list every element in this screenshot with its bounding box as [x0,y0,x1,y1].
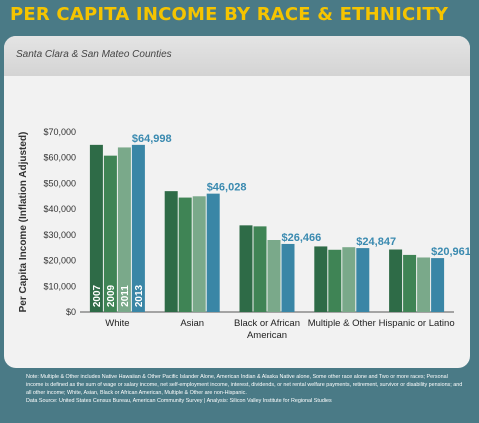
y-tick-label: $40,000 [43,204,76,214]
bar-2007 [239,225,253,312]
bar-2007 [89,144,103,312]
bar-2011 [342,247,356,312]
data-label: $20,961 [431,246,470,258]
y-tick-label: $50,000 [43,178,76,188]
bar-2009 [178,197,192,312]
x-category-label: Asian [180,318,204,329]
bar-2007 [164,191,178,312]
chart-subtitle: Santa Clara & San Mateo Counties [16,49,172,60]
bar-2013 [281,243,295,312]
card-header: Santa Clara & San Mateo Counties [4,36,470,76]
bar-2009 [403,254,417,312]
x-category-label: White [105,318,129,329]
data-label: $64,998 [132,133,172,145]
legend-year-label: 2013 [134,284,145,307]
y-axis-label: Per Capita Income (Inflation Adjusted) [18,132,29,313]
bar-2013 [431,258,445,312]
bar-2011 [192,196,206,312]
y-tick-label: $10,000 [43,281,76,291]
legend-year-label: 2011 [120,285,131,307]
bar-2009 [328,249,342,312]
y-tick-label: $60,000 [43,153,76,163]
chart-card: Santa Clara & San Mateo Counties Per Cap… [4,36,470,368]
y-tick-label: $30,000 [43,230,76,240]
bar-2013 [356,248,370,312]
bar-2011 [267,240,281,312]
bar-chart: Per Capita Income (Inflation Adjusted) $0… [18,127,470,341]
y-tick-label: $0 [66,307,76,317]
bar-2009 [253,226,267,312]
x-category-label: Multiple & Other [308,318,376,329]
y-tick-label: $70,000 [43,127,76,137]
source-text: Data Source: United States Census Bureau… [26,398,332,404]
bar-2013 [131,144,145,312]
bar-2007 [314,246,328,312]
note-text: Note: Multiple & Other includes Native H… [26,374,463,396]
legend-year-label: 2007 [92,284,103,307]
y-tick-label: $20,000 [43,256,76,266]
legend-year-label: 2009 [106,284,117,307]
x-category-label: Black or African [234,318,300,329]
bar-2013 [206,193,220,312]
chart-notes: Note: Multiple & Other includes Native H… [26,373,466,405]
bar-2009 [103,155,117,312]
bar-2011 [417,257,431,312]
bar-2011 [117,147,131,312]
x-category-label: Hispanic or Latino [379,318,455,329]
bar-2007 [389,249,403,312]
page-title: PER CAPITA INCOME BY RACE & ETHNICITY [10,4,449,25]
data-label: $26,466 [282,232,322,244]
data-label: $24,847 [356,236,396,248]
x-category-label: American [247,330,287,341]
data-label: $46,028 [207,182,247,194]
